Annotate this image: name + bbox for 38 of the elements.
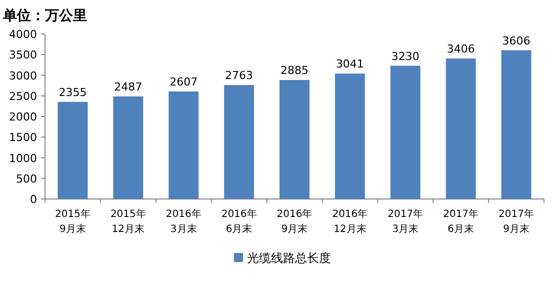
bar xyxy=(446,58,476,199)
data-label: 2487 xyxy=(114,80,142,94)
y-tick-label: 3500 xyxy=(9,48,37,62)
chart-title: 单位：万公里 xyxy=(2,8,87,24)
data-label: 2763 xyxy=(225,69,254,82)
bar xyxy=(168,91,199,199)
y-tick-label: 2500 xyxy=(9,90,37,103)
y-tick-label: 1500 xyxy=(9,131,37,144)
data-label: 2885 xyxy=(280,64,308,77)
data-label: 3606 xyxy=(502,34,530,48)
x-tick-label: 2015年 9月末 xyxy=(54,208,90,235)
y-tick-label: 1000 xyxy=(9,152,37,165)
bar xyxy=(501,50,532,199)
y-tick-label: 4000 xyxy=(9,28,37,41)
data-label: 2355 xyxy=(58,86,87,99)
x-tick-label: 2017年 9月末 xyxy=(498,208,534,235)
x-tick-label: 2016年 12月末 xyxy=(332,208,368,235)
bar xyxy=(113,96,144,199)
data-label: 2607 xyxy=(170,75,198,88)
x-tick-label: 2017年 6月末 xyxy=(443,208,479,235)
bar xyxy=(390,66,420,199)
y-tick-label: 2000 xyxy=(9,110,37,124)
x-tick-label: 2015年 12月末 xyxy=(110,208,146,235)
data-label: 3041 xyxy=(336,58,364,71)
x-tick-label: 2016年 9月末 xyxy=(276,208,312,235)
x-tick-label: 2017年 3月末 xyxy=(388,208,424,235)
legend-label: 光缆线路总长度 xyxy=(247,251,331,265)
bar xyxy=(58,102,88,199)
data-label: 3406 xyxy=(446,42,475,56)
bar xyxy=(224,85,254,199)
y-tick-label: 500 xyxy=(16,172,37,186)
bar xyxy=(280,80,310,199)
x-tick-label: 2016年 3月末 xyxy=(166,208,202,235)
y-tick-label: 3000 xyxy=(9,69,37,82)
y-tick-label: 0 xyxy=(30,193,37,206)
bar xyxy=(334,74,365,199)
x-tick-label: 2016年 6月末 xyxy=(221,208,257,235)
data-label: 3230 xyxy=(391,50,420,63)
